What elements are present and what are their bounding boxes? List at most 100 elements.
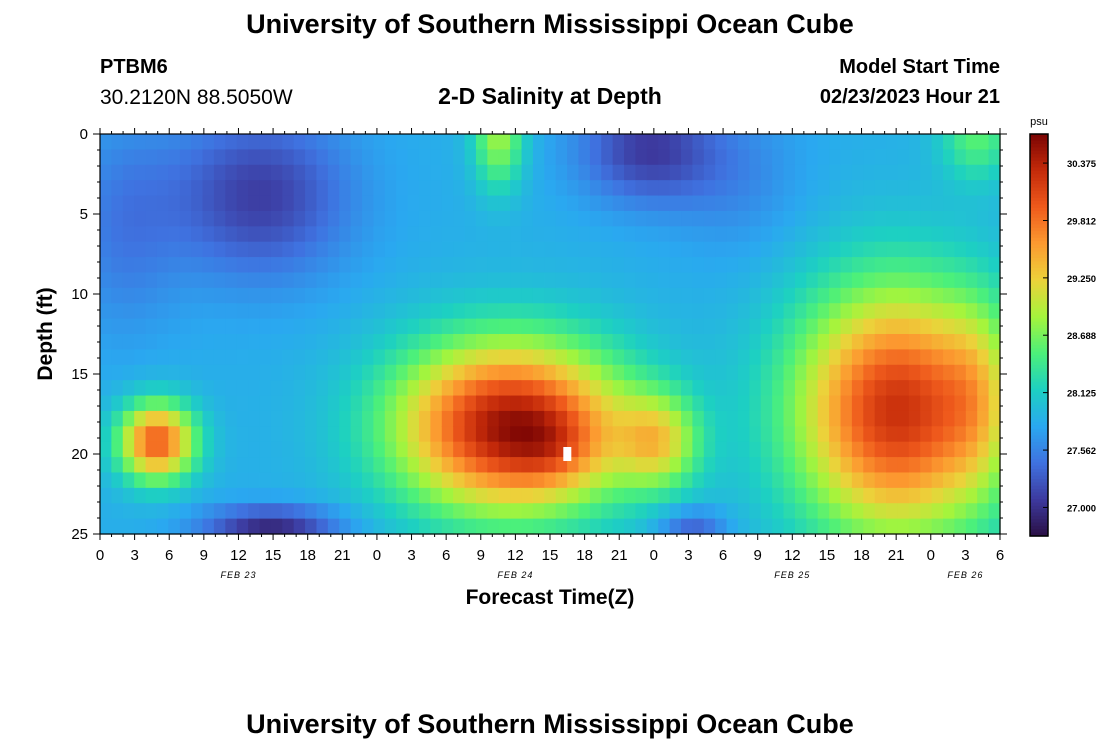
heatmap-cell	[749, 334, 762, 350]
heatmap-cell	[191, 180, 204, 197]
heatmap-cell	[248, 303, 261, 320]
heatmap-cell	[145, 426, 158, 443]
heatmap-cell	[794, 441, 807, 458]
heatmap-cell	[225, 487, 238, 504]
heatmap-cell	[396, 487, 409, 504]
heatmap-cell	[122, 149, 135, 166]
heatmap-cell	[270, 180, 283, 197]
heatmap-cell	[874, 303, 887, 320]
heatmap-cell	[418, 457, 431, 474]
heatmap-cell	[589, 334, 602, 350]
heatmap-cell	[430, 134, 443, 150]
heatmap-cell	[453, 441, 466, 458]
heatmap-cell	[236, 472, 249, 489]
heatmap-cell	[897, 241, 910, 258]
heatmap-cell	[510, 303, 523, 320]
heatmap-cell	[806, 318, 819, 335]
heatmap-cell	[863, 503, 876, 520]
colorbar-tick-label: 27.000	[1067, 503, 1096, 514]
heatmap-cell	[578, 395, 591, 412]
heatmap-cell	[339, 518, 352, 535]
heatmap-cell	[840, 349, 853, 366]
heatmap-cell	[259, 272, 272, 289]
heatmap-cell	[772, 210, 785, 227]
heatmap-cell	[635, 334, 648, 350]
heatmap-cell	[248, 349, 261, 366]
heatmap-cell	[305, 472, 318, 489]
heatmap-cell	[384, 164, 397, 181]
heatmap-cell	[874, 364, 887, 381]
heatmap-cell	[897, 134, 910, 150]
heatmap-cell	[270, 149, 283, 166]
heatmap-cell	[874, 149, 887, 166]
heatmap-cell	[863, 134, 876, 150]
heatmap-cell	[601, 272, 614, 289]
heatmap-cell	[760, 164, 773, 181]
heatmap-cell	[156, 164, 169, 181]
heatmap-cell	[908, 134, 921, 150]
heatmap-cell	[726, 472, 739, 489]
heatmap-cell	[373, 457, 386, 474]
heatmap-cell	[270, 487, 283, 504]
heatmap-cell	[715, 441, 728, 458]
heatmap-cell	[783, 410, 796, 427]
colorbar-segment	[1030, 331, 1048, 336]
heatmap-cell	[863, 518, 876, 535]
heatmap-cell	[806, 349, 819, 366]
heatmap-cell	[977, 149, 990, 166]
heatmap-cell	[134, 457, 147, 474]
heatmap-cell	[760, 318, 773, 335]
heatmap-cell	[145, 226, 158, 243]
heatmap-cell	[544, 334, 557, 350]
heatmap-cell	[760, 303, 773, 320]
heatmap-cell	[920, 257, 933, 274]
colorbar-segment	[1030, 274, 1048, 279]
heatmap-cell	[100, 149, 112, 166]
colorbar-segment	[1030, 445, 1048, 450]
heatmap-cell	[829, 472, 842, 489]
heatmap-cell	[350, 487, 363, 504]
heatmap-cell	[339, 257, 352, 274]
heatmap-cell	[168, 287, 181, 304]
heatmap-cell	[213, 149, 226, 166]
heatmap-cell	[122, 334, 135, 350]
heatmap-cell	[658, 503, 671, 520]
heatmap-cell	[760, 180, 773, 197]
heatmap-cell	[498, 426, 511, 443]
heatmap-cell	[988, 334, 1001, 350]
heatmap-cell	[282, 426, 295, 443]
heatmap-cell	[772, 395, 785, 412]
heatmap-cell	[487, 241, 500, 258]
heatmap-cell	[737, 149, 750, 166]
heatmap-cell	[521, 472, 534, 489]
heatmap-cell	[692, 364, 705, 381]
heatmap-cell	[589, 164, 602, 181]
heatmap-cell	[954, 134, 967, 150]
colorbar-segment	[1030, 361, 1048, 366]
heatmap-cell	[327, 287, 340, 304]
heatmap-cell	[498, 226, 511, 243]
heatmap-cell	[339, 164, 352, 181]
heatmap-cell	[567, 441, 580, 458]
heatmap-cell	[316, 241, 329, 258]
heatmap-cell	[737, 441, 750, 458]
heatmap-cell	[612, 395, 625, 412]
heatmap-cell	[817, 257, 830, 274]
heatmap-cell	[293, 287, 306, 304]
heatmap-cell	[418, 226, 431, 243]
heatmap-cell	[692, 426, 705, 443]
heatmap-cell	[692, 503, 705, 520]
heatmap-cell	[840, 487, 853, 504]
colorbar-segment	[1030, 475, 1048, 480]
heatmap-cell	[737, 349, 750, 366]
heatmap-cell	[658, 287, 671, 304]
heatmap-cell	[703, 210, 716, 227]
heatmap-cell	[475, 164, 488, 181]
heatmap-cell	[544, 241, 557, 258]
colorbar-segment	[1030, 184, 1048, 189]
heatmap-cell	[658, 180, 671, 197]
heatmap-cell	[111, 457, 124, 474]
heatmap-cell	[510, 134, 523, 150]
heatmap-cell	[715, 257, 728, 274]
heatmap-cell	[624, 318, 637, 335]
